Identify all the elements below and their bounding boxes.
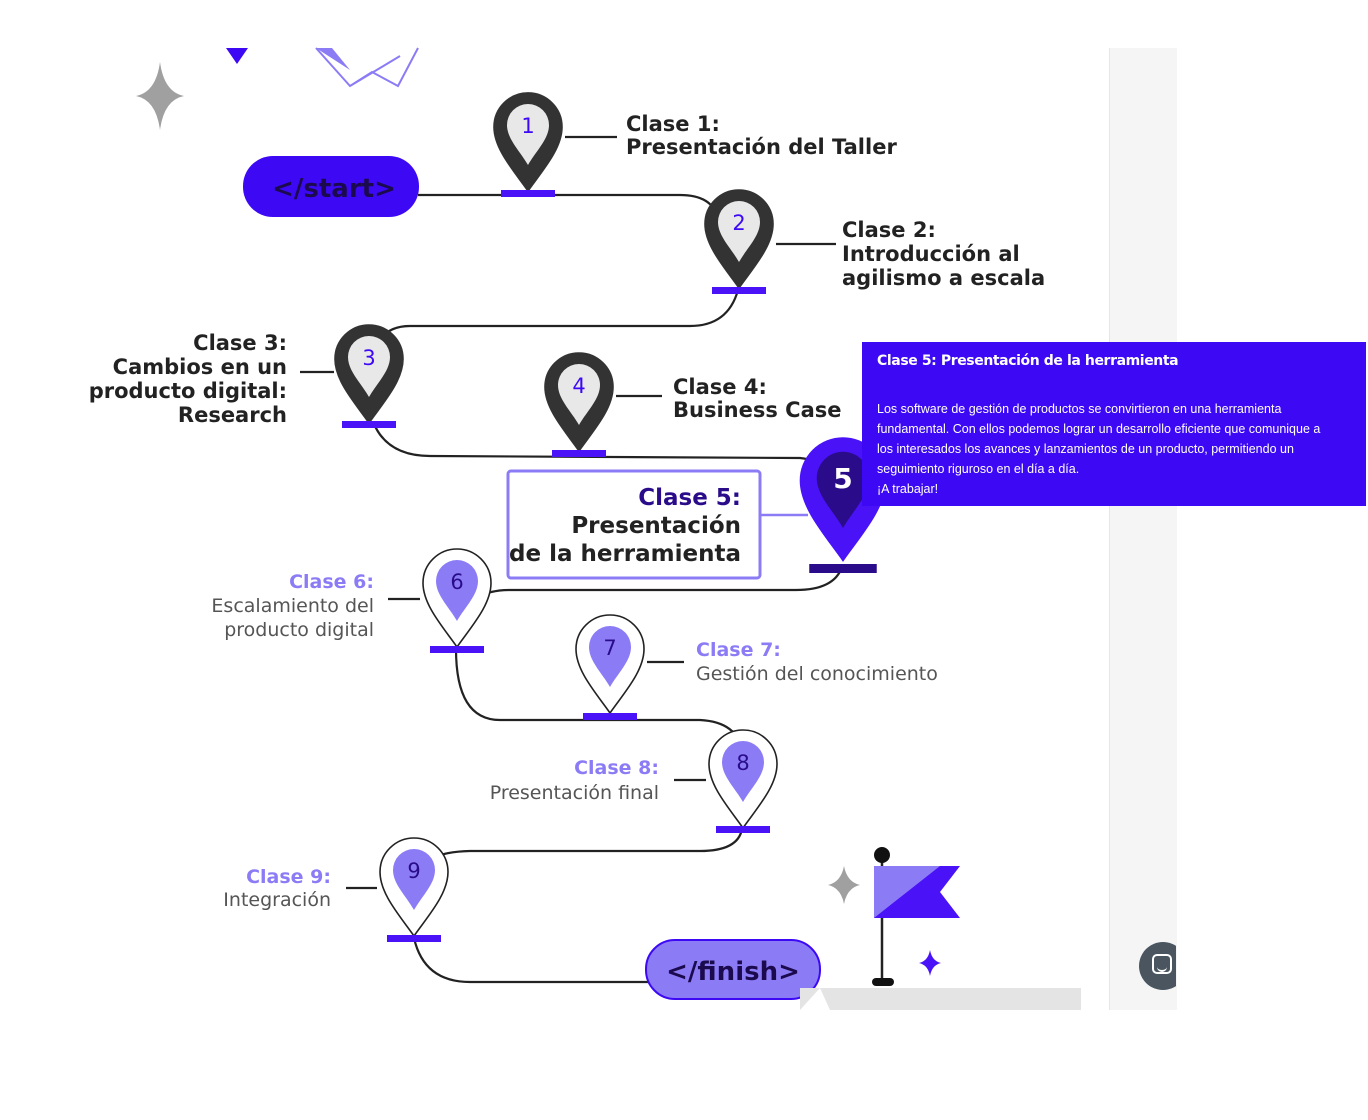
class-pin-7[interactable]: 7 [575, 614, 684, 720]
chat-launcher-button[interactable] [1139, 942, 1176, 990]
sparkle-icon [136, 62, 184, 130]
class-title-line: de la herramienta [509, 541, 741, 567]
pin-number: 3 [362, 346, 375, 370]
pin-inner [558, 364, 600, 425]
class-title-line: Presentación [571, 513, 741, 539]
start-pill [243, 156, 419, 217]
class-pin-2[interactable]: 2 [704, 189, 836, 294]
class-pin-4[interactable]: 4 [544, 352, 662, 457]
class-heading: Clase 4: [673, 375, 767, 399]
class-title-line: producto digital: [89, 379, 287, 403]
pin-base [583, 713, 637, 720]
decor-plane [315, 47, 419, 88]
class-label-8: Clase 8: Presentación final [490, 757, 659, 804]
class-heading: Clase 7: [696, 639, 781, 661]
class-5-card [506, 469, 762, 580]
pin-number: 9 [407, 859, 420, 883]
class-title-line: agilismo a escala [842, 266, 1045, 290]
class-title-line: Presentación final [490, 782, 659, 804]
pin-inner [507, 104, 549, 165]
class-title-line: Cambios en un [113, 355, 287, 379]
pin-base [552, 450, 606, 457]
ground-ramp [800, 988, 830, 1010]
class-heading: Clase 3: [193, 331, 287, 355]
class-title-line: producto digital [224, 619, 374, 641]
class-pin-6[interactable]: 6 [388, 548, 492, 653]
side-panel [1109, 48, 1177, 1010]
pin-base [809, 564, 877, 573]
class-heading: Clase 5: [638, 485, 741, 511]
class-title-line: Integración [223, 889, 331, 911]
finish-pill [645, 939, 821, 1000]
class-label-4: Clase 4:Business Case [673, 375, 841, 422]
pin-number: 8 [736, 751, 749, 775]
pin-number: 5 [833, 462, 852, 495]
pin-inner [393, 849, 435, 910]
class-heading: Clase 9: [246, 866, 331, 888]
class-title-line: Research [178, 403, 287, 427]
pin-inner [589, 626, 631, 687]
class-title-line: Business Case [673, 398, 841, 422]
class-heading: Clase 2: [842, 218, 936, 242]
tooltip-line: fundamental. Con ellos podemos lograr un… [877, 422, 1321, 436]
ground-strip [800, 988, 1081, 1010]
class-title-line: Introducción al [842, 242, 1020, 266]
class-heading: Clase 8: [574, 757, 659, 779]
class-title-line: Gestión del conocimiento [696, 663, 938, 685]
pin-number: 4 [572, 374, 585, 398]
class-title-line: Escalamiento del [211, 595, 374, 617]
class-pin-1[interactable]: 1 [493, 92, 617, 197]
class-pin-8[interactable]: 8 [674, 729, 778, 833]
sparkle-icon [919, 950, 941, 976]
sparkle-icon [828, 866, 860, 904]
pin-number: 6 [450, 570, 463, 594]
tooltip-line: Los software de gestión de productos se … [877, 402, 1282, 416]
decor-plane-fill [316, 48, 350, 70]
tooltip-title: Clase 5: Presentación de la herramienta [877, 353, 1179, 369]
pin-base [501, 190, 555, 197]
pin-inner [348, 336, 390, 397]
chat-bubble-icon [1152, 954, 1172, 974]
tooltip-body: Los software de gestión de productos se … [877, 399, 1352, 499]
class-label-9: Clase 9:Integración [223, 866, 331, 911]
pin-inner [436, 560, 478, 621]
tooltip-line: ¡A trabajar! [877, 482, 939, 496]
finish-label: </finish> [666, 957, 800, 987]
pin-inner [718, 201, 760, 262]
class-tooltip: Clase 5: Presentación de la herramienta … [862, 342, 1366, 506]
pin-number: 7 [603, 636, 616, 660]
pin-number: 2 [732, 211, 745, 235]
class-heading: Clase 6: [289, 571, 374, 593]
tooltip-line: seguimiento riguroso en el día a día. [877, 462, 1080, 476]
pin-base [430, 646, 484, 653]
pin-number: 1 [521, 114, 534, 138]
pin-base [716, 826, 770, 833]
class-label-1: Clase 1:Presentación del Taller [626, 112, 897, 159]
class-pin-3[interactable]: 3 [334, 324, 404, 428]
pin-base [342, 421, 396, 428]
class-pin-9[interactable]: 9 [346, 837, 449, 942]
tooltip-line: los interesados los avances y lanzamient… [877, 442, 1294, 456]
start-label: </start> [272, 174, 396, 204]
pin-base [712, 287, 766, 294]
pin-inner [816, 451, 870, 528]
pin-base [387, 935, 441, 942]
flag-icon [872, 847, 960, 986]
pin-inner [722, 741, 764, 802]
class-label-7: Clase 7:Gestión del conocimiento [696, 639, 938, 685]
class-title-line: Presentación del Taller [626, 135, 897, 159]
decor-triangle [226, 48, 248, 64]
class-heading: Clase 1: [626, 112, 720, 136]
chat-launcher-clip [1139, 930, 1176, 1000]
